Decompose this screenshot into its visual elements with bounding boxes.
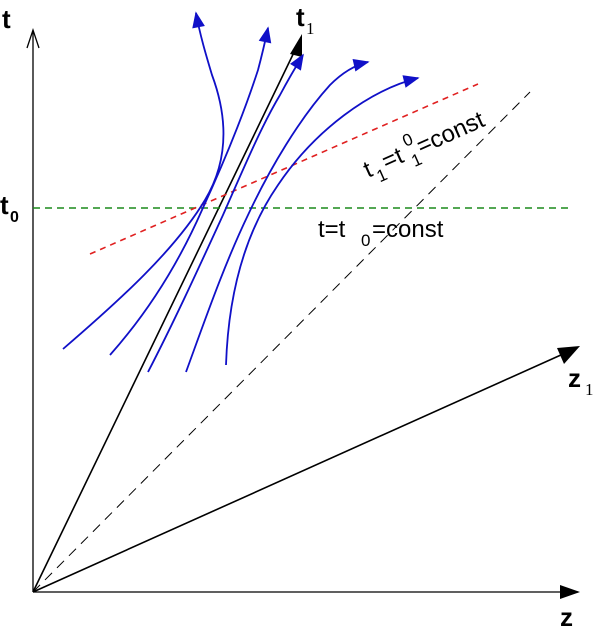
svg-text:1: 1 <box>306 19 315 38</box>
z-axis-label: z <box>560 602 573 631</box>
z1-axis-arrowhead <box>557 346 580 364</box>
t1-const-label: t 1 =t 0 1 =const <box>359 106 488 186</box>
svg-text:t: t <box>0 190 9 220</box>
svg-text:t=t: t=t <box>318 216 346 243</box>
svg-text:t: t <box>296 2 305 32</box>
t-axis-arrowhead <box>26 27 40 49</box>
svg-text:=const: =const <box>372 216 444 243</box>
svg-text:0: 0 <box>361 231 370 250</box>
t1-axis-arrowhead <box>290 34 302 57</box>
t0-tick-label: t 0 <box>0 190 19 226</box>
svg-text:1: 1 <box>585 380 594 399</box>
t1-axis-label: t 1 <box>296 2 315 38</box>
trajectory-5 <box>225 75 420 366</box>
t1-axis <box>32 41 300 593</box>
svg-text:z: z <box>568 363 581 393</box>
z-axis-arrowhead <box>560 585 580 599</box>
t0-const-label: t=t 0 =const <box>318 216 444 250</box>
trajectories <box>62 11 420 373</box>
trajectory-3 <box>147 53 304 373</box>
t1-const-line <box>89 83 479 255</box>
svg-text:=const: =const <box>412 106 488 160</box>
t-axis-label: t <box>2 4 11 34</box>
trajectory-1 <box>62 11 225 350</box>
trajectory-4 <box>185 59 370 373</box>
trajectory-2 <box>109 26 272 356</box>
lightcone-line <box>32 91 531 593</box>
z1-axis <box>32 349 573 593</box>
svg-text:0: 0 <box>10 209 19 226</box>
svg-text:0: 0 <box>400 129 416 150</box>
z1-axis-label: z 1 <box>568 363 594 399</box>
